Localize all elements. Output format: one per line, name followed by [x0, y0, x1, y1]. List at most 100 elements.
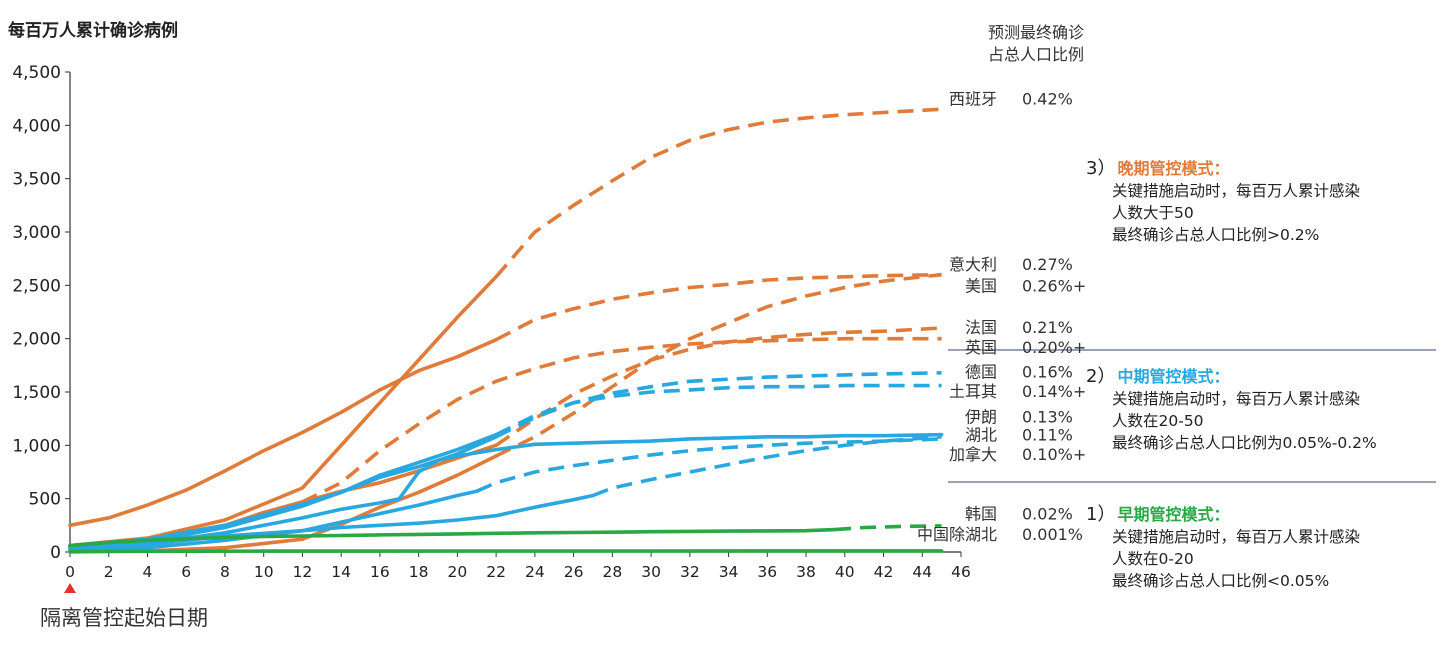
mode-late-line2: 人数大于50	[1112, 204, 1194, 222]
mode-mid-title: 中期管控模式：	[1117, 367, 1230, 386]
series-name-label: 韩国	[965, 505, 997, 524]
series-name-label: 英国	[965, 338, 997, 357]
x-tick-label: 32	[680, 563, 700, 581]
mode-late-number: 3）	[1086, 158, 1116, 179]
y-tick-label: 4,000	[12, 116, 61, 136]
series-name-label: 加拿大	[949, 445, 997, 464]
mode-early-line3: 最终确诊占总人口比例<0.05%	[1112, 572, 1330, 590]
x-tick-label: 24	[525, 563, 545, 581]
y-tick-label: 1,000	[12, 436, 61, 456]
x-tick-label: 12	[293, 563, 313, 581]
series-line-actual	[68, 549, 944, 554]
x-tick-label: 4	[143, 563, 153, 581]
forecast-header-line1: 预测最终确诊	[988, 23, 1085, 42]
x-tick-label: 20	[448, 563, 468, 581]
x-tick-label: 10	[254, 563, 274, 581]
x-tick-label: 28	[602, 563, 622, 581]
series-line-forecast	[495, 326, 942, 447]
mode-late-block: 3） 晚期管控模式： 关键措施启动时，每百万人累计感染 人数大于50 最终确诊占总…	[1086, 158, 1360, 246]
x-tick-label: 46	[951, 563, 971, 581]
series-德国	[68, 371, 942, 548]
y-tick-label: 2,000	[12, 330, 61, 350]
series-labels-layer: 西班牙 0.42% 意大利 0.27% 美国 0.26%+ 法国 0.21% 英国 0.20%+ 德…	[917, 90, 1086, 544]
series-line-forecast	[495, 371, 942, 439]
y-tick-label: 0	[50, 543, 61, 563]
series-line-forecast	[494, 107, 942, 278]
series-name-label: 美国	[965, 276, 997, 295]
y-tick-label: 4,500	[12, 63, 61, 83]
mode-mid-line3: 最终确诊占总人口比例为0.05%-0.2%	[1112, 434, 1377, 452]
x-tick-label: 40	[835, 563, 855, 581]
x-tick-label: 0	[65, 563, 75, 581]
series-伊朗	[68, 432, 944, 552]
x-tick-label: 6	[181, 563, 191, 581]
series-line-forecast	[495, 383, 942, 437]
series-pct-label: 0.20%+	[1022, 338, 1086, 357]
series-name-label: 意大利	[949, 255, 997, 274]
series-name-label: 湖北	[965, 426, 997, 445]
mode-mid-number: 2）	[1086, 366, 1116, 387]
series-pct-label: 0.02%	[1022, 505, 1073, 524]
series-name-label: 土耳其	[949, 382, 997, 401]
x-tick-label: 14	[331, 563, 351, 581]
x-tick-label: 22	[486, 563, 506, 581]
series-中国除湖北	[68, 549, 944, 554]
series-name-label: 伊朗	[965, 408, 997, 427]
series-name-label: 法国	[965, 318, 997, 337]
mode-mid-line2: 人数在20-50	[1112, 412, 1204, 430]
x-tick-label: 30	[641, 563, 661, 581]
series-line-actual	[68, 435, 498, 548]
y-tick-label: 2,500	[12, 276, 61, 296]
y-tick-label: 3,000	[12, 223, 61, 243]
x-axis-title: 隔离管控起始日期	[40, 606, 208, 630]
series-name-label: 中国除湖北	[917, 525, 997, 544]
forecast-header-line2: 占总人口比例	[988, 45, 1085, 64]
forecast-header: 预测最终确诊 占总人口比例	[988, 22, 1084, 66]
series-pct-label: 0.13%	[1022, 408, 1073, 427]
x-tick-label: 42	[874, 563, 894, 581]
mode-late-line1: 关键措施启动时，每百万人累计感染	[1112, 182, 1361, 200]
y-tick-label: 3,500	[12, 170, 61, 190]
x-tick-label: 18	[409, 563, 429, 581]
mode-early-line1: 关键措施启动时，每百万人累计感染	[1112, 528, 1361, 546]
series-line-actual	[68, 527, 837, 548]
mode-late-line3: 最终确诊占总人口比例>0.2%	[1112, 226, 1320, 244]
series-pct-label: 0.11%	[1022, 426, 1073, 445]
series-line-forecast	[592, 435, 942, 498]
start-marker-icon	[64, 583, 76, 593]
series-pct-label: 0.42%	[1022, 90, 1073, 109]
series-line-forecast	[834, 524, 942, 532]
mode-late-title: 晚期管控模式：	[1117, 159, 1230, 178]
series-意大利	[68, 272, 942, 528]
mode-early-block: 1） 早期管控模式： 关键措施启动时，每百万人累计感染 人数在0-20 最终确诊占…	[1086, 504, 1360, 592]
series-韩国	[68, 524, 942, 548]
x-tick-label: 26	[564, 563, 584, 581]
series-pct-label: 0.001%	[1022, 525, 1083, 544]
series-line-actual	[68, 337, 498, 528]
series-layer	[68, 107, 944, 554]
y-tick-label: 1,500	[12, 383, 61, 403]
series-美国	[68, 272, 942, 554]
series-pct-label: 0.10%+	[1022, 445, 1086, 464]
series-line-actual	[68, 432, 498, 551]
series-line-actual	[68, 432, 944, 552]
x-tick-label: 2	[104, 563, 114, 581]
series-line-forecast	[301, 336, 942, 504]
mode-early-line2: 人数在0-20	[1112, 550, 1194, 568]
series-line-actual	[68, 489, 479, 553]
series-pct-label: 0.16%	[1022, 363, 1073, 382]
series-line-forecast	[495, 272, 942, 342]
x-tick-label: 38	[796, 563, 816, 581]
x-tick-label: 36	[757, 563, 777, 581]
y-tick-label: 500	[29, 490, 61, 510]
series-name-label: 西班牙	[949, 90, 997, 109]
axes-layer: 0 500 1,000 1,500 2,000 2,500 3,000 3,500 4,000 4…	[12, 63, 1436, 593]
series-pct-label: 0.14%+	[1022, 382, 1086, 401]
series-line-forecast	[476, 437, 942, 493]
series-pct-label: 0.26%+	[1022, 276, 1086, 295]
x-tick-label: 16	[370, 563, 390, 581]
mode-mid-line1: 关键措施启动时，每百万人累计感染	[1112, 390, 1361, 408]
x-tick-label: 34	[719, 563, 739, 581]
series-pct-label: 0.27%	[1022, 255, 1073, 274]
mode-early-title: 早期管控模式：	[1117, 505, 1230, 524]
